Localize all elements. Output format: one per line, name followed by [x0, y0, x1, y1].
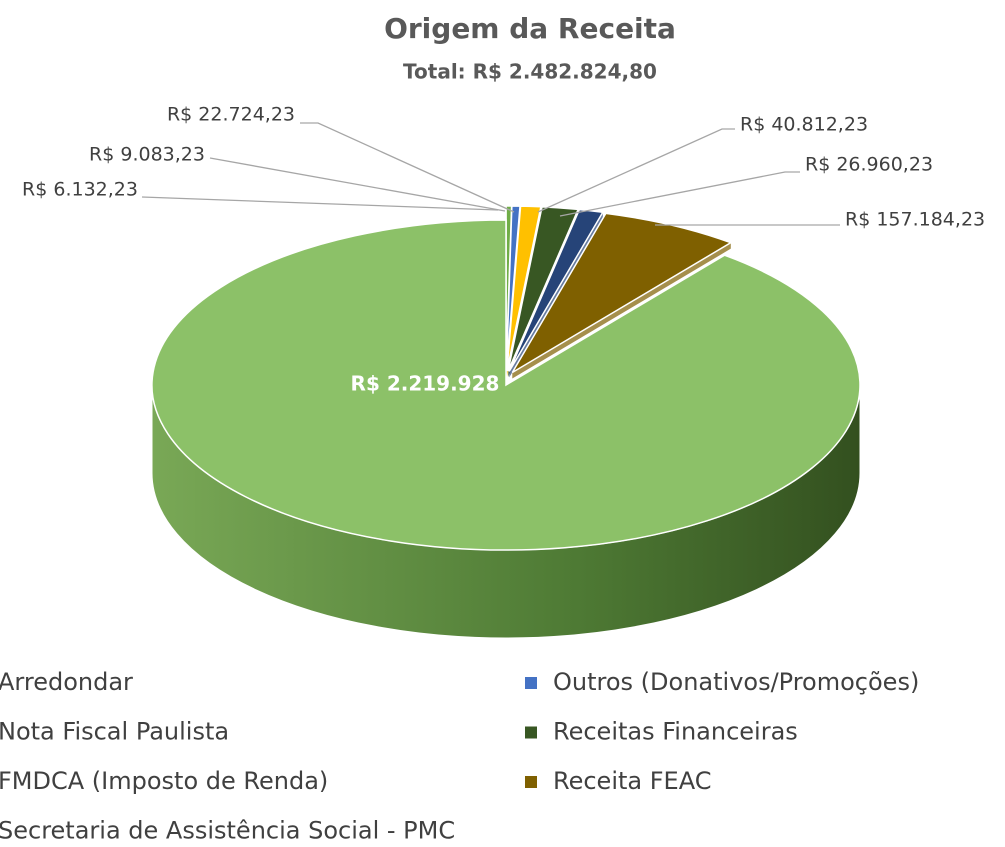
chart-title: Origem da Receita: [384, 12, 676, 45]
legend-label: Secretaria de Assistência Social - PMC: [0, 817, 455, 845]
pie-slice: [506, 205, 542, 372]
data-label: R$ 26.960,23: [805, 154, 933, 176]
leader-line: [300, 122, 515, 213]
pie-slice-edge: [509, 212, 603, 378]
data-label: R$ 22.724,23: [167, 104, 295, 126]
chart-subtitle: Total: R$ 2.482.824,80: [403, 60, 657, 84]
leader-line: [209, 157, 506, 212]
legend-label: Receita FEAC: [553, 767, 711, 795]
pie-slice: [507, 206, 580, 372]
pie-slice: [151, 219, 861, 551]
data-label: R$ 2.219.928: [351, 372, 500, 396]
legend-label: Arredondar: [0, 668, 133, 696]
legend-marker: [525, 726, 537, 739]
legend-marker: [525, 776, 537, 788]
legend-label: Receitas Financeiras: [553, 718, 798, 746]
pie-slice-edge: [512, 242, 731, 379]
data-label: R$ 40.812,23: [740, 114, 868, 136]
legend-marker: [525, 677, 537, 689]
leader-line: [537, 128, 735, 213]
leader-line: [559, 171, 800, 217]
legend-label: FMDCA (Imposto de Renda): [0, 767, 328, 795]
legend-label: Nota Fiscal Paulista: [0, 718, 229, 746]
data-label: R$ 157.184,23: [845, 209, 985, 231]
legend-label: Outros (Donativos/Promoções): [553, 668, 919, 696]
pie-slice: [508, 208, 605, 372]
data-label: R$ 9.083,23: [89, 144, 205, 166]
data-label: R$ 6.132,23: [22, 179, 138, 201]
leader-line: [141, 196, 499, 211]
